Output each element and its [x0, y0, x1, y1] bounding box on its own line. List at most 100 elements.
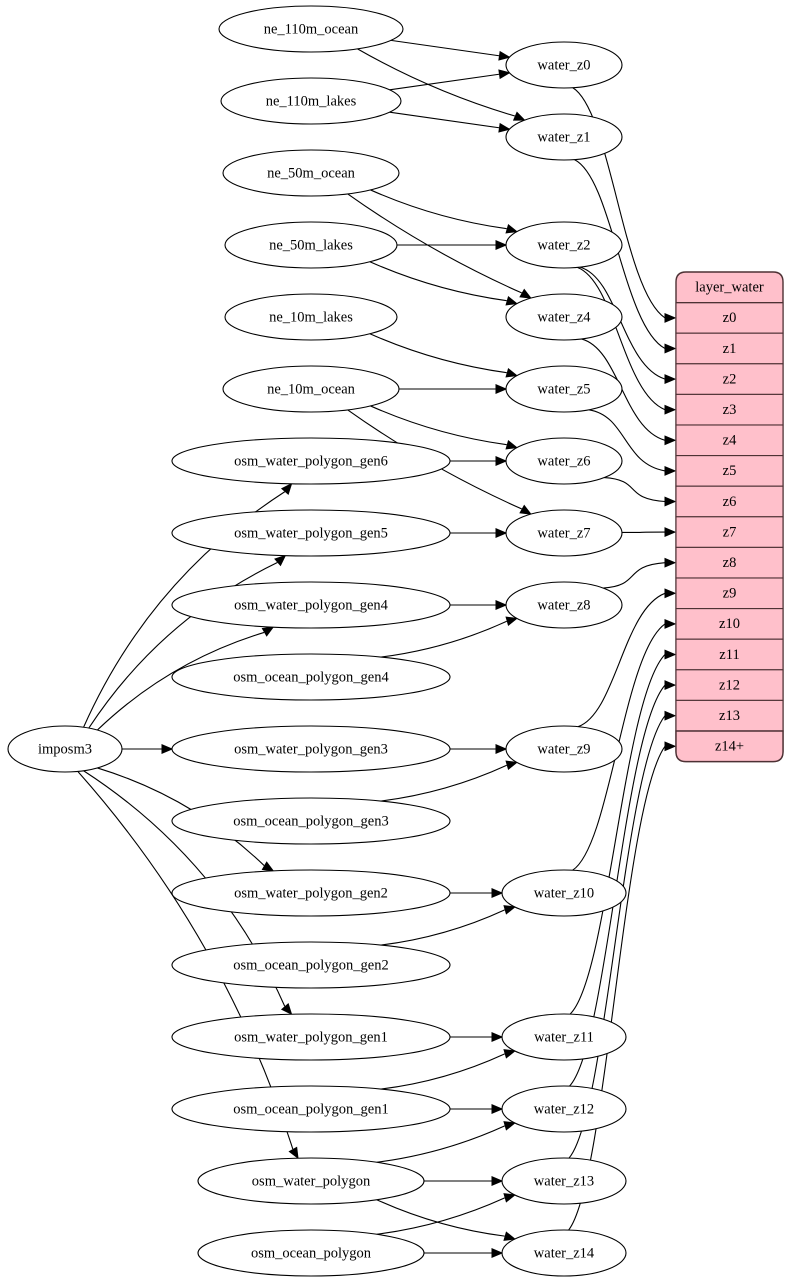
edge-arrowhead — [664, 527, 677, 538]
node-shape-osm_ocean_polygon_gen2[interactable] — [171, 941, 451, 989]
node-shape-water_z7[interactable] — [505, 509, 623, 557]
node-shape-osm_water_polygon_gen4[interactable] — [171, 581, 451, 629]
node-shape-ne_50m_lakes[interactable] — [224, 221, 398, 269]
node-osm_ocean_polygon[interactable]: osm_ocean_polygon — [197, 1229, 425, 1277]
node-shape-ne_50m_ocean[interactable] — [222, 149, 400, 197]
node-ne_110m_ocean[interactable]: ne_110m_ocean — [218, 5, 404, 53]
node-shape-water_z8[interactable] — [505, 581, 623, 629]
node-label-osm_ocean_polygon_gen3: osm_ocean_polygon_gen3 — [233, 813, 388, 829]
layer-water-row-z1[interactable] — [675, 332, 784, 365]
node-label-water_z7: water_z7 — [537, 525, 590, 541]
node-shape-osm_water_polygon_gen6[interactable] — [171, 437, 451, 485]
graph-edge — [380, 620, 508, 658]
edge-arrowhead — [280, 482, 293, 495]
node-osm_water_polygon_gen4[interactable]: osm_water_polygon_gen4 — [171, 581, 451, 629]
graph-edge — [96, 631, 265, 731]
node-shape-imposm3[interactable] — [7, 725, 123, 773]
node-label-osm_water_polygon: osm_water_polygon — [252, 1173, 371, 1189]
node-ne_50m_lakes[interactable]: ne_50m_lakes — [224, 221, 398, 269]
node-shape-ne_110m_lakes[interactable] — [220, 77, 402, 125]
node-label-ne_50m_ocean: ne_50m_ocean — [267, 165, 356, 181]
layer-water-row-z2[interactable] — [675, 363, 784, 395]
node-ne_10m_lakes[interactable]: ne_10m_lakes — [224, 293, 398, 341]
node-water_z6[interactable]: water_z6 — [505, 437, 623, 485]
node-water_z10[interactable]: water_z10 — [501, 869, 627, 917]
node-shape-osm_ocean_polygon[interactable] — [197, 1229, 425, 1277]
node-shape-osm_ocean_polygon_gen3[interactable] — [171, 797, 451, 845]
edge-arrowhead — [664, 435, 677, 446]
graph-edge — [604, 477, 666, 503]
node-water_z8[interactable]: water_z8 — [505, 581, 623, 629]
node-shape-water_z0[interactable] — [505, 41, 623, 89]
edge-arrowhead — [161, 744, 174, 754]
node-water_z12[interactable]: water_z12 — [501, 1085, 627, 1133]
layer-water-table[interactable]: z0 z1 z2 z3 z4 z5 z6 z7 z8 z9 z10 z11 z12 z13 z14+ laye… — [675, 271, 784, 763]
node-shape-water_z11[interactable] — [501, 1013, 627, 1061]
node-water_z14[interactable]: water_z14 — [501, 1229, 627, 1277]
node-shape-water_z9[interactable] — [505, 725, 623, 773]
node-osm_water_polygon_gen3[interactable]: osm_water_polygon_gen3 — [171, 725, 451, 773]
node-shape-ne_10m_lakes[interactable] — [224, 293, 398, 341]
node-ne_50m_ocean[interactable]: ne_50m_ocean — [222, 149, 400, 197]
edge-arrowhead — [664, 618, 677, 629]
graph-edge — [577, 592, 666, 728]
node-water_z5[interactable]: water_z5 — [505, 365, 623, 413]
layer-water-row-z14+[interactable] — [675, 730, 784, 763]
node-shape-osm_water_polygon_gen3[interactable] — [171, 725, 451, 773]
node-shape-osm_water_polygon_gen1[interactable] — [171, 1013, 451, 1061]
node-water_z4[interactable]: water_z4 — [505, 293, 623, 341]
node-imposm3[interactable]: imposm3 — [7, 725, 123, 773]
node-water_z1[interactable]: water_z1 — [505, 113, 623, 161]
node-shape-water_z4[interactable] — [505, 293, 623, 341]
node-osm_water_polygon_gen2[interactable]: osm_water_polygon_gen2 — [171, 869, 451, 917]
layer-water-row-z8[interactable] — [675, 546, 784, 579]
node-shape-water_z13[interactable] — [501, 1157, 627, 1205]
node-water_z0[interactable]: water_z0 — [505, 41, 623, 89]
layer-water-row-z13[interactable] — [675, 699, 784, 732]
node-shape-osm_ocean_polygon_gen1[interactable] — [171, 1085, 451, 1133]
node-osm_ocean_polygon_gen1[interactable]: osm_ocean_polygon_gen1 — [171, 1085, 451, 1133]
node-water_z13[interactable]: water_z13 — [501, 1157, 627, 1205]
node-shape-water_z1[interactable] — [505, 113, 623, 161]
layer-water-row-z11[interactable] — [675, 638, 784, 671]
node-osm_water_polygon_gen1[interactable]: osm_water_polygon_gen1 — [171, 1013, 451, 1061]
edge-arrowhead — [664, 374, 677, 385]
node-water_z9[interactable]: water_z9 — [505, 725, 623, 773]
layer-water-label-z11: z11 — [719, 647, 739, 663]
graph-edge — [389, 111, 500, 129]
node-water_z7[interactable]: water_z7 — [505, 509, 623, 557]
node-ne_110m_lakes[interactable]: ne_110m_lakes — [220, 77, 402, 125]
node-shape-osm_water_polygon_gen2[interactable] — [171, 869, 451, 917]
node-shape-water_z6[interactable] — [505, 437, 623, 485]
layer-water-row-z7[interactable] — [675, 516, 784, 548]
node-ne_10m_ocean[interactable]: ne_10m_ocean — [222, 365, 400, 413]
node-shape-osm_ocean_polygon_gen4[interactable] — [171, 653, 451, 701]
node-shape-osm_water_polygon_gen5[interactable] — [171, 509, 451, 557]
node-shape-water_z12[interactable] — [501, 1085, 627, 1133]
node-label-osm_water_polygon_gen2: osm_water_polygon_gen2 — [234, 885, 388, 901]
node-osm_water_polygon_gen5[interactable]: osm_water_polygon_gen5 — [171, 509, 451, 557]
node-osm_water_polygon_gen6[interactable]: osm_water_polygon_gen6 — [171, 437, 451, 485]
node-water_z11[interactable]: water_z11 — [501, 1013, 627, 1061]
node-osm_ocean_polygon_gen2[interactable]: osm_ocean_polygon_gen2 — [171, 941, 451, 989]
node-osm_ocean_polygon_gen4[interactable]: osm_ocean_polygon_gen4 — [171, 653, 451, 701]
node-shape-water_z2[interactable] — [505, 221, 623, 269]
layer-water-row-z3[interactable] — [675, 393, 784, 426]
node-osm_ocean_polygon_gen3[interactable]: osm_ocean_polygon_gen3 — [171, 797, 451, 845]
graph-edge — [569, 654, 666, 1015]
node-shape-osm_water_polygon[interactable] — [197, 1157, 425, 1205]
node-label-osm_water_polygon_gen6: osm_water_polygon_gen6 — [234, 453, 388, 469]
node-shape-ne_110m_ocean[interactable] — [218, 5, 404, 53]
edge-arrowhead — [664, 557, 677, 568]
node-osm_water_polygon[interactable]: osm_water_polygon — [197, 1157, 425, 1205]
node-shape-water_z14[interactable] — [501, 1229, 627, 1277]
node-label-osm_water_polygon_gen1: osm_water_polygon_gen1 — [234, 1029, 388, 1045]
node-water_z2[interactable]: water_z2 — [505, 221, 623, 269]
edge-arrowhead — [495, 384, 508, 394]
layer-water-row-z0[interactable] — [675, 302, 784, 334]
node-shape-water_z5[interactable] — [505, 365, 623, 413]
node-shape-water_z10[interactable] — [501, 869, 627, 917]
node-shape-ne_10m_ocean[interactable] — [222, 365, 400, 413]
edge-arrowhead — [491, 1032, 504, 1042]
layer-water-row-z4[interactable] — [675, 424, 784, 457]
